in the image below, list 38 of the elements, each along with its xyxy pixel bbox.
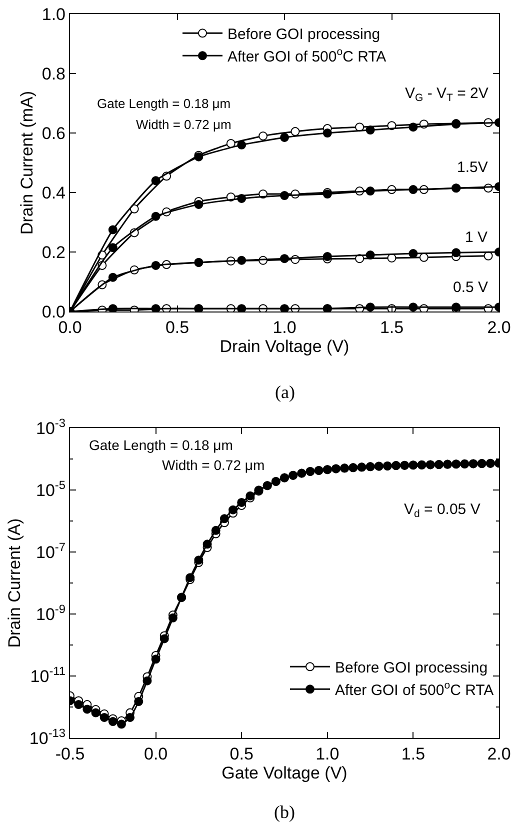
annotation: V$_{G}$ - V$_{T}$ = 2V xyxy=(405,85,488,104)
text: (a) xyxy=(275,382,295,402)
x-tick-label: 1.5 xyxy=(401,744,426,764)
annotation: 1 V xyxy=(465,229,488,246)
y-tick-label: 0.4 xyxy=(42,183,66,202)
y-tick-label: 10$^{-3}$ xyxy=(36,416,66,438)
annotation: V$_{d}$ = 0.05 V xyxy=(404,501,480,520)
x-tick-label: 2.0 xyxy=(487,318,511,338)
x-tick-label: 1.0 xyxy=(272,318,296,338)
legend-label: Before GOI processing xyxy=(228,26,380,43)
annotation: Gate Length = 0.18 μm xyxy=(89,437,233,453)
y-tick-label: 0.8 xyxy=(42,64,66,84)
y-tick-label: 1.0 xyxy=(42,4,66,24)
y-tick-label: 0.2 xyxy=(42,243,66,262)
x-tick-label: 1.5 xyxy=(380,318,404,338)
annotation: 1.5V xyxy=(457,159,488,176)
x-tick-label: 0.5 xyxy=(165,318,190,338)
x-axis-title: Gate Voltage (V) xyxy=(222,764,348,782)
x-axis-title: Drain Voltage (V) xyxy=(220,337,350,356)
annotation: Width = 0.72 μm xyxy=(162,457,265,473)
y-tick-label: 10$^{-7}$ xyxy=(36,540,66,562)
annotation: Width = 0.72 μm xyxy=(136,117,232,132)
legend-label: After GOI of 500$^{o}$C RTA xyxy=(228,46,386,66)
legend-label: Before GOI processing xyxy=(335,660,488,677)
annotation: Gate Length = 0.18 μm xyxy=(97,96,231,111)
legend-label: After GOI of 500$^{o}$C RTA xyxy=(335,680,494,700)
x-tick-label: 0.0 xyxy=(144,744,168,764)
y-tick-label: 10$^{-9}$ xyxy=(36,602,66,624)
annotation: 0.5 V xyxy=(453,279,488,296)
y-axis-title: Drain Current (A) xyxy=(4,518,24,648)
x-tick-label: 2.0 xyxy=(487,744,511,764)
y-axis-title: Drain Current (mA) xyxy=(17,90,36,235)
x-tick-label: 0.5 xyxy=(230,744,254,764)
x-tick-label: 1.0 xyxy=(316,744,340,764)
text: (b) xyxy=(274,802,295,822)
y-tick-label: 0.6 xyxy=(42,124,66,143)
y-tick-label: 10$^{-11}$ xyxy=(30,664,66,686)
y-tick-label: 10$^{-5}$ xyxy=(36,478,66,500)
